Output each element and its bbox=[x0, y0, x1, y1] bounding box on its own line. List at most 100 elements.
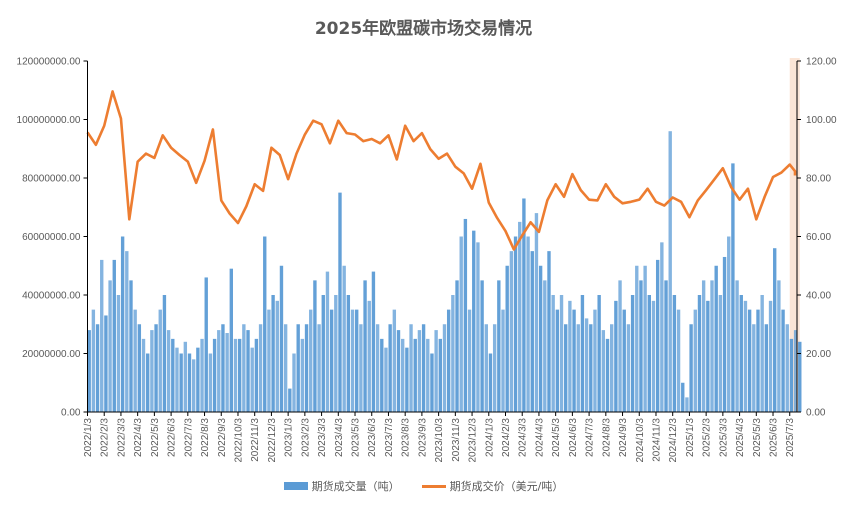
volume-bar bbox=[610, 324, 614, 412]
volume-bar bbox=[672, 295, 677, 412]
volume-bar bbox=[129, 280, 133, 412]
volume-bar bbox=[593, 309, 597, 412]
volume-bar bbox=[639, 280, 643, 412]
volume-bar bbox=[630, 295, 635, 412]
volume-bar bbox=[584, 318, 589, 412]
x-tick-label: 2024/12/3 bbox=[668, 418, 679, 463]
volume-bar bbox=[576, 324, 580, 412]
legend-item-price: 期货成交价（美元/吨） bbox=[421, 478, 563, 494]
volume-bar bbox=[384, 347, 388, 412]
volume-bar bbox=[764, 324, 769, 412]
volume-bar bbox=[785, 324, 789, 412]
volume-bar bbox=[513, 236, 518, 412]
right-tick-label: 80.00 bbox=[806, 174, 831, 185]
x-tick-label: 2023/1/3 bbox=[284, 418, 295, 457]
x-tick-label: 2022/2/3 bbox=[100, 418, 111, 457]
volume-bar bbox=[530, 251, 534, 412]
volume-bar bbox=[258, 324, 263, 412]
x-tick-label: 2022/10/3 bbox=[233, 418, 244, 463]
x-tick-label: 2025/1/3 bbox=[685, 418, 696, 457]
volume-bar bbox=[304, 324, 309, 412]
volume-bar bbox=[777, 280, 781, 412]
volume-bar bbox=[472, 230, 476, 412]
volume-bar bbox=[317, 324, 321, 412]
volume-bar bbox=[697, 295, 702, 412]
volume-bar bbox=[676, 309, 681, 412]
volume-bar bbox=[396, 330, 401, 412]
volume-bar bbox=[773, 248, 777, 412]
x-tick-label: 2022/3/3 bbox=[116, 418, 127, 457]
volume-bar bbox=[401, 338, 405, 412]
volume-bar bbox=[635, 265, 639, 412]
x-tick-label: 2023/6/3 bbox=[367, 418, 378, 457]
volume-bar bbox=[116, 295, 121, 412]
volume-bar bbox=[112, 259, 116, 412]
volume-bar bbox=[685, 397, 689, 412]
volume-bar bbox=[538, 265, 543, 412]
x-tick-label: 2023/4/3 bbox=[334, 418, 345, 457]
x-tick-label: 2024/8/3 bbox=[601, 418, 612, 457]
volume-bar bbox=[271, 295, 275, 412]
x-tick-label: 2022/11/3 bbox=[250, 418, 261, 462]
volume-bar bbox=[363, 280, 367, 412]
x-tick-label: 2022/12/3 bbox=[267, 418, 278, 463]
volume-bar bbox=[141, 338, 146, 412]
volume-bar bbox=[183, 341, 188, 412]
volume-bar bbox=[221, 324, 225, 412]
volume-bar bbox=[162, 295, 167, 412]
volume-bar bbox=[417, 330, 422, 412]
x-tick-label: 2023/10/3 bbox=[434, 418, 445, 463]
volume-bar bbox=[296, 324, 300, 412]
volume-bar bbox=[492, 324, 497, 412]
left-tick-label: 20000000.00 bbox=[22, 349, 81, 360]
volume-bar bbox=[225, 333, 229, 412]
volume-bar bbox=[701, 280, 706, 412]
volume-bar bbox=[484, 324, 488, 412]
volume-bar bbox=[534, 213, 539, 412]
volume-bar bbox=[747, 309, 752, 412]
x-tick-label: 2023/12/3 bbox=[468, 418, 479, 463]
volume-bar bbox=[409, 324, 413, 412]
volume-bar bbox=[413, 338, 417, 412]
volume-bar bbox=[95, 324, 100, 412]
volume-bar bbox=[605, 338, 610, 412]
volume-bar bbox=[660, 242, 664, 412]
x-tick-label: 2025/7/3 bbox=[785, 418, 796, 457]
right-tick-label: 0.00 bbox=[806, 408, 826, 419]
volume-bar bbox=[254, 338, 259, 412]
volume-bar bbox=[388, 324, 392, 412]
volume-bar bbox=[380, 338, 384, 412]
volume-bar bbox=[146, 353, 150, 412]
volume-bar bbox=[442, 324, 447, 412]
x-tick-label: 2024/3/3 bbox=[518, 418, 529, 457]
volume-bar bbox=[543, 280, 547, 412]
volume-bar bbox=[505, 265, 509, 412]
volume-bar bbox=[371, 271, 376, 412]
volume-bar bbox=[359, 324, 363, 412]
price-line bbox=[86, 90, 797, 251]
legend-label-volume: 期货成交量（吨） bbox=[311, 480, 400, 493]
volume-bar bbox=[171, 338, 175, 412]
volume-bar bbox=[643, 265, 647, 412]
volume-bar bbox=[756, 309, 760, 412]
volume-bar bbox=[192, 359, 196, 412]
x-tick-label: 2024/9/3 bbox=[618, 418, 629, 457]
volume-bar bbox=[229, 268, 233, 412]
volume-bar bbox=[706, 300, 710, 412]
volume-bar bbox=[589, 324, 593, 412]
volume-bar bbox=[125, 251, 129, 412]
x-tick-label: 2023/7/3 bbox=[384, 418, 395, 457]
volume-bar bbox=[793, 330, 798, 412]
volume-bar bbox=[727, 236, 731, 412]
volume-bar bbox=[334, 295, 338, 412]
volume-bar bbox=[267, 309, 271, 412]
volume-bar bbox=[120, 236, 125, 412]
volume-bar bbox=[342, 265, 346, 412]
volume-bar bbox=[309, 309, 313, 412]
volume-bar bbox=[346, 295, 351, 412]
volume-bar bbox=[246, 330, 250, 412]
volume-bar bbox=[522, 198, 526, 412]
volume-bar bbox=[187, 353, 192, 412]
volume-bar bbox=[497, 280, 501, 412]
